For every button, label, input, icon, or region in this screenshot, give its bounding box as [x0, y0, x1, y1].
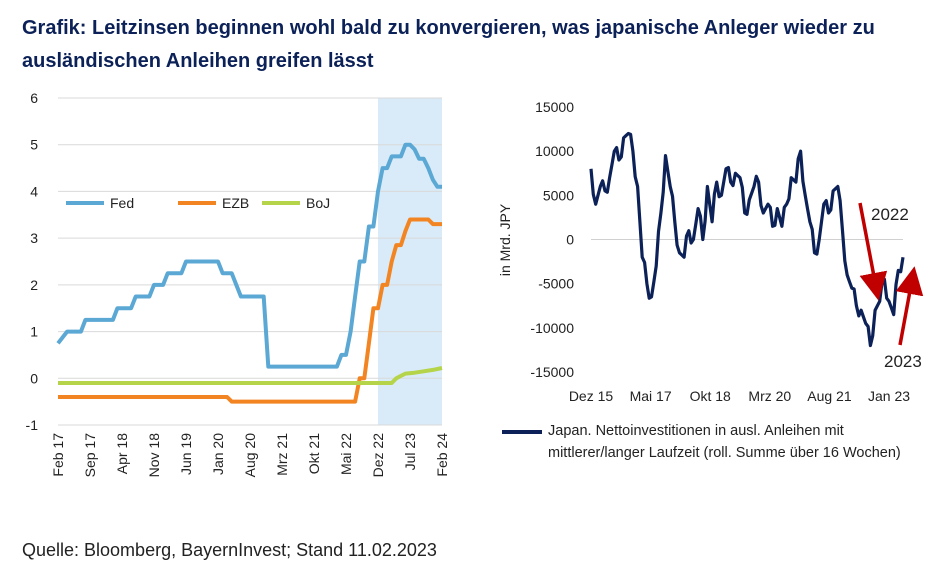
right-series-lines — [589, 131, 905, 348]
right-x-tick-labels: Dez 15 Mai 17 Okt 18 Mrz 20 Aug 21 Jan 23 — [569, 388, 910, 404]
y-tick-label: 3 — [30, 230, 38, 246]
right-legend-label: Japan. Nettoinvestitionen in ausl. Anlei… — [548, 423, 901, 461]
left-chart: 6 5 4 3 2 1 0 -1 Feb 17 Sep 17 Apr 18 Nov 18 Jun 19… — [26, 90, 450, 477]
y-tick-label: -1 — [26, 417, 39, 433]
x-tick-label: Sep 17 — [82, 433, 98, 478]
legend-label: Fed — [110, 195, 134, 211]
chart-title: Grafik: Leitzinsen beginnen wohl bald zu… — [22, 17, 875, 72]
y-tick-label: 2 — [30, 277, 38, 293]
annotation-2022: 2022 — [871, 205, 909, 224]
y-tick-label: 1 — [30, 324, 38, 340]
y-tick-label: 0 — [30, 370, 38, 386]
y-tick-label: 6 — [30, 90, 38, 106]
y-tick-label: 5 — [30, 137, 38, 153]
right-legend-swatch — [502, 430, 542, 434]
right-y-axis-label: in Mrd. JPY — [497, 203, 513, 276]
y-tick-label: 5000 — [543, 187, 574, 203]
left-legend: Fed EZB BoJ — [66, 195, 330, 211]
x-tick-label: Mai 17 — [630, 388, 672, 404]
arrow-down-2022 — [858, 202, 888, 301]
legend-label: BoJ — [306, 195, 330, 211]
x-tick-label: Mrz 20 — [748, 388, 791, 404]
x-tick-label: Feb 24 — [434, 433, 450, 477]
annotation-2023: 2023 — [884, 352, 922, 371]
left-series-lines — [56, 142, 443, 404]
x-tick-label: Jan 20 — [210, 433, 226, 475]
arrow-up-2023 — [895, 266, 924, 346]
x-tick-label: Dez 22 — [370, 433, 386, 478]
x-tick-label: Jan 23 — [868, 388, 910, 404]
series-line-japan — [589, 131, 905, 348]
legend-label: EZB — [222, 195, 249, 211]
x-tick-label: Jun 19 — [178, 433, 194, 475]
x-tick-label: Dez 15 — [569, 388, 614, 404]
source-note: Quelle: Bloomberg, BayernInvest; Stand 1… — [22, 540, 437, 560]
y-tick-label: 0 — [566, 232, 574, 248]
left-gridlines — [58, 97, 442, 426]
x-tick-label: Jul 23 — [402, 433, 418, 471]
y-tick-label: -10000 — [530, 320, 574, 336]
x-tick-label: Okt 21 — [306, 433, 322, 474]
right-y-tick-labels: 15000 10000 5000 0 -5000 -10000 -15000 — [530, 99, 574, 380]
y-tick-label: 15000 — [535, 99, 574, 115]
x-tick-label: Okt 18 — [690, 388, 731, 404]
y-tick-label: -5000 — [538, 276, 574, 292]
left-y-tick-labels: 6 5 4 3 2 1 0 -1 — [26, 90, 39, 433]
x-tick-label: Mai 22 — [338, 433, 354, 475]
x-tick-label: Apr 18 — [114, 433, 130, 474]
series-line-boj — [58, 366, 443, 385]
x-tick-label: Nov 18 — [146, 433, 162, 478]
series-line-fed — [56, 142, 442, 369]
right-legend: Japan. Nettoinvestitionen in ausl. Anlei… — [502, 420, 918, 464]
x-tick-label: Mrz 21 — [274, 433, 290, 476]
y-tick-label: 4 — [30, 183, 38, 199]
x-tick-label: Aug 21 — [807, 388, 852, 404]
x-tick-label: Aug 20 — [242, 433, 258, 478]
left-x-tick-labels: Feb 17 Sep 17 Apr 18 Nov 18 Jun 19 Jan 20 Aug … — [50, 433, 450, 478]
y-tick-label: 10000 — [535, 143, 574, 159]
y-tick-label: -15000 — [530, 364, 574, 380]
trend-arrows — [858, 202, 924, 346]
x-tick-label: Feb 17 — [50, 433, 66, 477]
series-line-ezb — [58, 217, 442, 404]
right-chart: 15000 10000 5000 0 -5000 -10000 -15000 Dez 15 M… — [497, 99, 924, 404]
